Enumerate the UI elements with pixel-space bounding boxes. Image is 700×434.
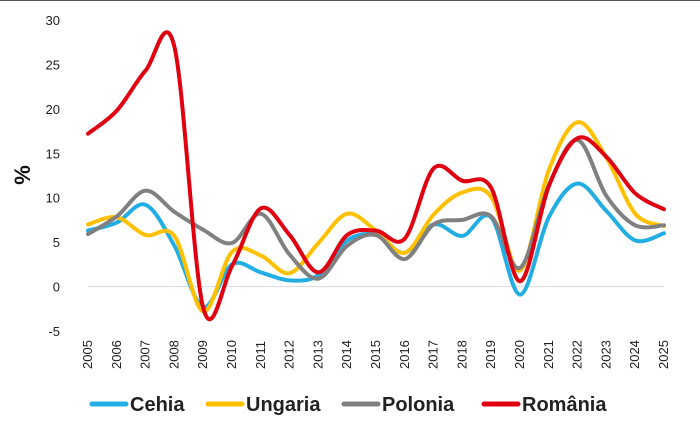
x-tick-label: 2019 — [483, 340, 498, 369]
series-line-romania — [86, 30, 666, 321]
x-tick-label: 2014 — [339, 340, 354, 369]
y-tick-label: 30 — [46, 13, 60, 28]
x-tick-label: 2009 — [195, 340, 210, 369]
y-tick-label: 5 — [53, 235, 60, 250]
legend-label-ungaria: Ungaria — [246, 394, 321, 416]
series-line-cehia — [86, 181, 666, 309]
y-tick-label: 20 — [46, 102, 60, 117]
x-tick-label: 2020 — [512, 340, 527, 369]
y-tick-label: 15 — [46, 146, 60, 161]
x-tick-label: 2018 — [454, 340, 469, 369]
legend: Cehia Ungaria Polonia România — [89, 394, 607, 416]
y-tick-label: 25 — [46, 57, 60, 72]
x-tick-label: 2011 — [253, 341, 268, 369]
series-lines — [86, 30, 666, 321]
series-line-ungaria — [86, 120, 666, 314]
y-tick-label: 0 — [53, 280, 60, 295]
x-tick-label: 2017 — [426, 340, 441, 369]
x-tick-label: 2005 — [80, 340, 95, 369]
y-tick-label: -5 — [48, 324, 60, 339]
x-tick-label: 2015 — [368, 340, 383, 369]
x-tick-label: 2024 — [627, 340, 642, 369]
x-tick-label: 2021 — [541, 340, 556, 369]
y-tick-label: 10 — [46, 191, 60, 206]
legend-label-cehia: Cehia — [130, 394, 185, 416]
x-tick-label: 2025 — [656, 340, 671, 369]
x-tick-label: 2010 — [224, 340, 239, 369]
x-tick-label: 2022 — [570, 340, 585, 369]
x-tick-label: 2006 — [109, 340, 124, 369]
legend-label-romania: România — [522, 394, 607, 416]
x-tick-label: 2012 — [282, 340, 297, 369]
legend-label-polonia: Polonia — [382, 394, 455, 416]
series-line-polonia — [86, 138, 666, 281]
x-tick-label: 2016 — [397, 340, 412, 369]
x-tick-label: 2023 — [598, 340, 613, 369]
x-tick-label: 2013 — [310, 340, 325, 369]
x-tick-label: 2008 — [166, 340, 181, 369]
x-tick-label: 2007 — [138, 340, 153, 369]
y-axis-label: % — [10, 165, 35, 185]
